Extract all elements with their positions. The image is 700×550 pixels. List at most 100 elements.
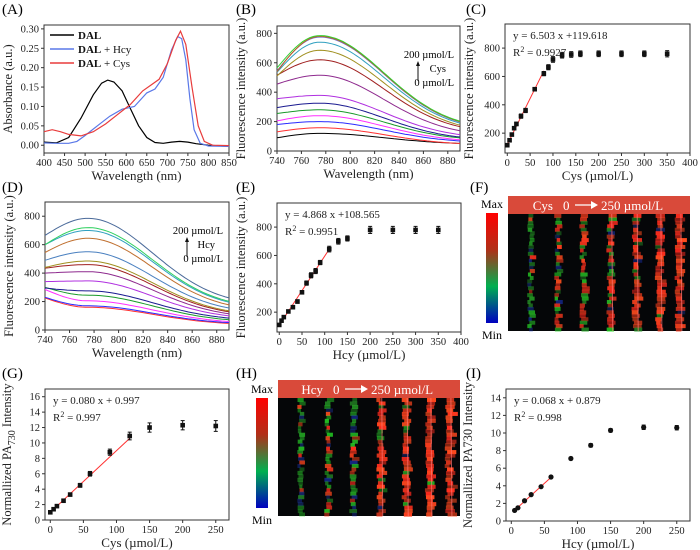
x-tick-label: 150: [340, 337, 356, 348]
tissue-stripe: [654, 213, 667, 332]
data-point: [390, 227, 396, 233]
data-point: [47, 509, 53, 515]
chart-c: 0 50 100 150 200 250 300 350 400 200 400 600 800 Cys …: [462, 18, 698, 183]
data-point: [607, 427, 614, 433]
image-panel-f: Max Min Cys 0 250 µmol/L: [481, 196, 690, 342]
panel-label-a: (A): [2, 2, 23, 18]
data-point: [317, 260, 323, 265]
y-tick-label: 200: [256, 308, 272, 319]
data-point: [532, 86, 537, 92]
spectrum-line: [276, 121, 461, 142]
y-tick-label: 200: [24, 297, 40, 308]
y-axis-title: Fluorescence intensity (a.u.): [234, 197, 248, 339]
spectrum-line: [44, 297, 230, 324]
spectrum-line: [44, 296, 230, 324]
plot-frame: [44, 388, 230, 521]
panel-label-h: (H): [236, 366, 257, 382]
concentration-annotation: 200 µmol/L Cys 0 µmol/L: [404, 50, 454, 89]
data-point: [345, 236, 350, 241]
data-point: [213, 423, 219, 429]
data-point: [413, 227, 418, 233]
tissue-stripe: [349, 398, 360, 517]
x-tick-label: 760: [62, 335, 78, 346]
x-tick-label: 780: [318, 156, 334, 167]
x-tick-label: 250: [208, 525, 224, 536]
data-point: [509, 132, 515, 137]
plot-frame: [504, 23, 691, 154]
x-tick-label: 800: [342, 156, 358, 167]
x-axis-title: Hcy (µmol/L): [333, 347, 406, 362]
data-point: [515, 505, 521, 511]
spectrum-line: [276, 115, 461, 141]
x-tick-label: 250: [669, 526, 685, 537]
r-squared-label: R: [513, 47, 521, 59]
annotation-top: 200 µmol/L: [173, 226, 223, 237]
y-ticks: 200 400 600 800: [484, 44, 505, 140]
x-tick-label: 860: [184, 335, 200, 346]
x-tick-label: 50: [525, 158, 536, 169]
y-tick-label: 10: [491, 429, 502, 440]
plot-frame: [276, 202, 462, 333]
x-tick-label: 880: [209, 335, 225, 346]
data-point: [276, 322, 282, 328]
data-point: [336, 238, 341, 244]
tissue-stripe: [424, 397, 437, 517]
r-squared-label: R: [285, 226, 293, 238]
data-point: [299, 290, 305, 295]
x-ticks: 400 450 500 550 600 650 700 750 800 850: [36, 153, 237, 169]
x-tick-label: 800: [201, 158, 217, 169]
legend-label: DAL + Cys: [78, 58, 130, 70]
x-tick-label: 400: [36, 158, 52, 169]
y-tick-label: 800: [484, 44, 500, 55]
y-tick-label: 800: [24, 212, 40, 223]
x-tick-label: 100: [109, 525, 125, 536]
chart-e: 0 50 100 150 200 250 300 350 400 200 400 600 800 Hcy …: [234, 197, 469, 362]
colorbar: [486, 213, 498, 323]
x-tick-label: 100: [570, 526, 586, 537]
y-tick-label: 0: [35, 516, 40, 527]
spectrum-line: [44, 286, 230, 321]
data-point: [568, 52, 574, 57]
y-ticks: 0 200 400 600 800: [24, 212, 45, 337]
y-tick-label: 14: [30, 408, 41, 419]
data-point: [559, 52, 565, 58]
plot-frame: [505, 388, 691, 522]
x-tick-label: 0: [509, 526, 514, 537]
y-tick-label: 10: [30, 438, 41, 449]
r-squared-exponent: 2: [60, 410, 64, 419]
spectrum-line: [276, 102, 461, 138]
y-tick-label: 600: [484, 72, 500, 83]
tissue-stripe: [376, 397, 388, 517]
spectrum-line: [276, 94, 461, 136]
x-tick-label: 100: [317, 337, 333, 348]
x-tick-label: 200: [636, 526, 652, 537]
annotation-top: 200 µmol/L: [404, 50, 454, 61]
x-tick-label: 350: [430, 337, 446, 348]
data-point: [514, 121, 519, 127]
y-tick-label: 400: [256, 279, 272, 290]
data-point: [511, 125, 517, 131]
x-tick-label: 50: [78, 525, 89, 536]
data-point: [281, 314, 287, 320]
banner-analyte: Cys: [533, 198, 553, 213]
x-tick-label: 850: [221, 158, 237, 169]
panel-labels: (A) (B) (C) (D) (E) (F) (G) (H) (I): [2, 2, 488, 382]
banner-start: 0: [563, 198, 570, 213]
y-axis-title-suffix: Intensity: [0, 383, 14, 431]
colorbar-min-label: Min: [252, 513, 272, 527]
r-squared-exponent: 2: [521, 410, 525, 419]
x-tick-label: 450: [57, 158, 73, 169]
x-tick-label: 300: [636, 158, 652, 169]
x-ticks: 0 50 100 150 200 250: [509, 521, 685, 537]
y-ticks: 0 200 400 600 800: [256, 29, 277, 158]
y-tick-label: 12: [30, 423, 41, 434]
panel-label-c: (C): [466, 2, 486, 18]
spectrum-line: [276, 74, 461, 132]
y-tick-label: 400: [256, 88, 272, 99]
y-ticks: 0 2 4 6 8 10 12 14 16: [30, 392, 45, 527]
colorbar: [256, 398, 268, 508]
panel-label-i: (I): [466, 366, 481, 382]
data-point: [507, 137, 512, 143]
fit-equation: y = 4.868 x +108.565: [285, 209, 380, 221]
spectrum-line: [44, 264, 230, 313]
